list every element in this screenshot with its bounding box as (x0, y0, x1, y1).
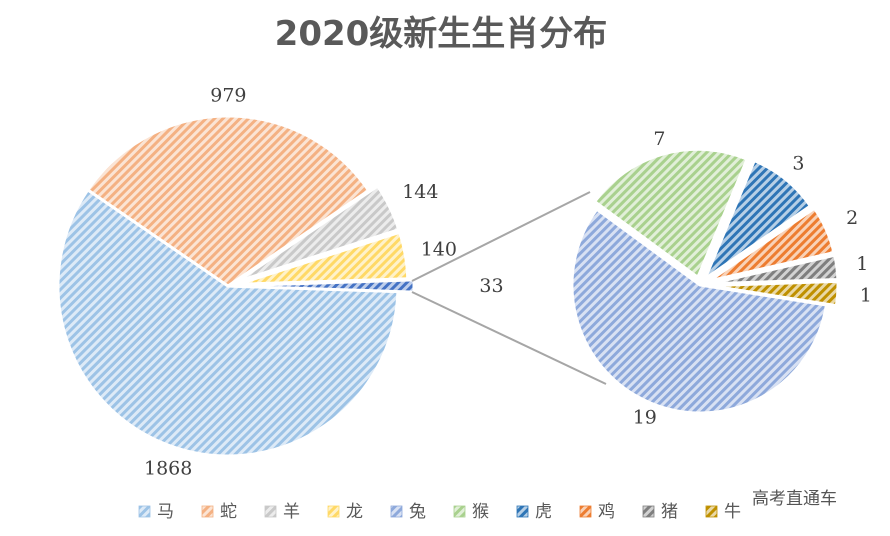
main-pie-label-4: 33 (479, 275, 503, 297)
main-pie-label-3: 140 (421, 238, 457, 260)
secondary-pie-label-4: 1 (856, 253, 868, 275)
main-pie-slice-1 (85, 114, 371, 288)
legend-label-8: 猪 (661, 502, 678, 522)
chart-title: 2020级新生生肖分布 (275, 14, 608, 54)
main-pie-slice-0 (56, 187, 400, 458)
legend-label-2: 羊 (283, 502, 300, 522)
secondary-pie-slice-0 (570, 207, 829, 415)
legend-swatch-7 (579, 505, 592, 518)
legend-label-0: 马 (157, 502, 174, 522)
legend-swatch-2 (264, 505, 277, 518)
legend-label-6: 虎 (535, 502, 552, 522)
legend-swatch-5 (453, 505, 466, 518)
legend-label-3: 龙 (346, 502, 363, 522)
legend-label-9: 牛 (724, 502, 741, 522)
secondary-pie-label-1: 7 (653, 128, 665, 150)
legend-swatch-3 (327, 505, 340, 518)
legend-swatch-6 (516, 505, 529, 518)
secondary-pie-slice-5 (709, 279, 840, 308)
main-pie (56, 114, 416, 458)
legend-swatch-4 (390, 505, 403, 518)
legend-label-1: 蛇 (220, 502, 237, 522)
legend-swatch-1 (201, 505, 214, 518)
main-pie-slice-2 (236, 184, 401, 284)
legend-swatch-8 (642, 505, 655, 518)
secondary-pie-slice-4 (709, 253, 840, 286)
connector-line-top (411, 191, 591, 282)
watermark-text: 高考直通车 (752, 489, 837, 509)
main-pie-label-2: 144 (402, 181, 438, 203)
secondary-pie-label-2: 3 (792, 152, 804, 174)
legend-label-5: 猴 (472, 502, 489, 522)
secondary-pie-slice-1 (592, 147, 750, 280)
connector-lines (411, 191, 607, 385)
secondary-pie (570, 147, 840, 415)
legend-swatch-0 (138, 505, 151, 518)
data-labels: 1868 979 144 140 33 19 7 3 2 1 1 (144, 85, 872, 480)
secondary-pie-slice-3 (708, 206, 836, 283)
main-pie-label-1: 979 (210, 85, 246, 107)
connector-line-bottom (411, 291, 607, 385)
legend-label-4: 兔 (409, 502, 426, 522)
secondary-pie-label-0: 19 (633, 406, 657, 428)
legend-swatch-9 (705, 505, 718, 518)
main-pie-label-0: 1868 (144, 458, 192, 480)
secondary-pie-slice-2 (701, 158, 813, 283)
secondary-pie-label-3: 2 (846, 207, 858, 229)
legend-label-7: 鸡 (598, 502, 615, 522)
legend: 马蛇羊龙兔猴虎鸡猪牛 (138, 502, 741, 522)
secondary-pie-label-5: 1 (860, 284, 872, 306)
